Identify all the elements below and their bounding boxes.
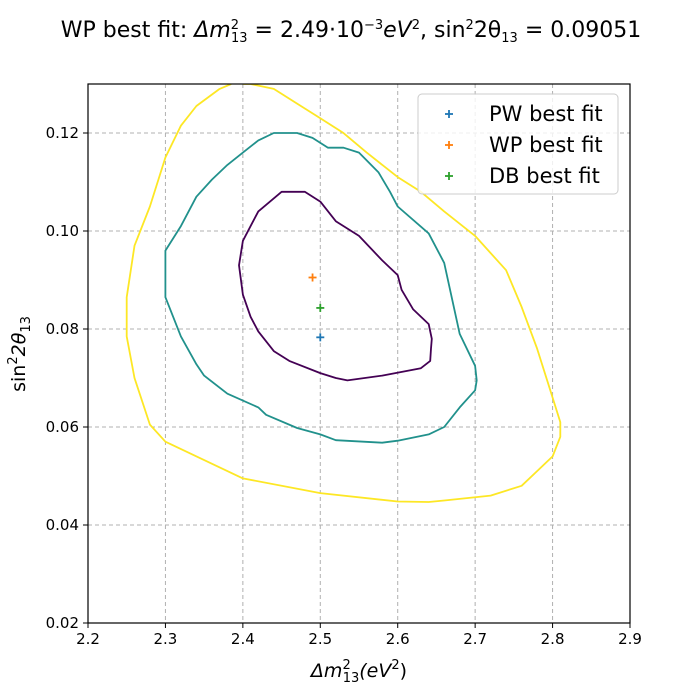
legend-marker bbox=[445, 141, 453, 149]
axis-ticks: 2.2 2.3 2.4 2.5 2.6 2.7 2.8 2.9 0.02 0.04 0.06 0.08… bbox=[46, 124, 642, 648]
x-tick-label: 2.4 bbox=[231, 630, 255, 648]
contour-line-1 bbox=[238, 190, 433, 382]
y-tick-label: 0.06 bbox=[46, 418, 79, 436]
y-tick-label: 0.08 bbox=[46, 320, 79, 338]
legend-marker bbox=[445, 110, 453, 118]
y-tick-label: 0.02 bbox=[46, 614, 79, 632]
chart-title: WP best fit: Δm2 13 = 2.49·10−3eV2, sin22… bbox=[61, 18, 641, 46]
plot-frame bbox=[87, 83, 631, 624]
contour-line-3 bbox=[125, 84, 562, 503]
legend-box bbox=[417, 93, 619, 195]
legend-label: DB best fit bbox=[489, 164, 600, 188]
x-tick-label: 2.8 bbox=[541, 630, 565, 648]
x-tick-label: 2.5 bbox=[308, 630, 332, 648]
x-tick-label: 2.6 bbox=[386, 630, 410, 648]
y-axis-label: sin22θ13 bbox=[6, 316, 34, 392]
x-tick-label: 2.3 bbox=[153, 630, 177, 648]
x-tick-label: 2.7 bbox=[463, 630, 487, 648]
legend: PW best fit WP best fit DB best fit bbox=[417, 93, 619, 195]
y-tick-label: 0.12 bbox=[46, 124, 79, 142]
legend-marker bbox=[445, 172, 453, 180]
y-tick-label: 0.10 bbox=[46, 222, 79, 240]
best-fit-marker bbox=[316, 333, 325, 342]
best-fit-marker bbox=[316, 303, 325, 312]
contour-lines bbox=[125, 84, 562, 503]
contour-line-2 bbox=[164, 132, 478, 444]
best-fit-markers bbox=[308, 273, 325, 342]
x-tick-label: 2.2 bbox=[76, 630, 100, 648]
x-axis-label: Δm2 13(eV2) bbox=[309, 658, 407, 686]
y-tick-label: 0.04 bbox=[46, 516, 79, 534]
legend-label: WP best fit bbox=[489, 133, 603, 157]
x-tick-label: 2.9 bbox=[618, 630, 642, 648]
best-fit-marker bbox=[308, 273, 317, 282]
legend-label: PW best fit bbox=[489, 102, 603, 126]
